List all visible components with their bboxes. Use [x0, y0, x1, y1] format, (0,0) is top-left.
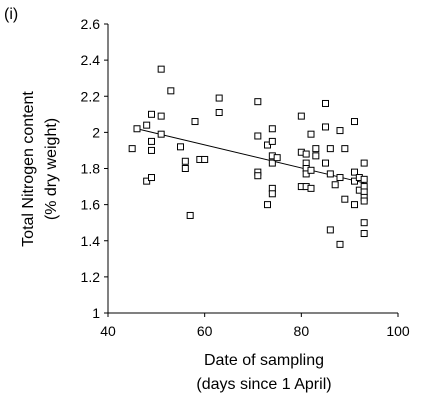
data-point [360, 175, 368, 183]
data-point [351, 118, 358, 126]
data-point [322, 99, 329, 107]
y-tick-label: 1.6 [81, 197, 101, 213]
data-point [268, 190, 276, 198]
data-point [360, 159, 368, 167]
data-point [167, 87, 175, 95]
x-axis-ticks: 40 60 80 100 [100, 313, 410, 339]
data-point [336, 240, 344, 248]
data-point [177, 143, 184, 151]
data-point [351, 177, 358, 185]
data-point [312, 145, 320, 153]
x-axis-title: Date of sampling [204, 352, 324, 369]
data-point [254, 98, 262, 106]
data-point [307, 130, 315, 138]
data-point [268, 159, 276, 167]
data-point [331, 181, 339, 189]
data-point [326, 145, 334, 153]
plot-area: 1 1.2 1.4 1.6 1.8 2 2.2 2.4 2.6 40 60 80 100 [81, 16, 410, 339]
data-point [215, 109, 223, 117]
data-point [191, 118, 199, 126]
x-tick-label: 40 [100, 323, 116, 339]
data-point [297, 112, 305, 120]
data-point [215, 94, 223, 102]
data-point [143, 177, 151, 185]
data-point [322, 123, 329, 131]
data-point [186, 211, 194, 219]
data-point [307, 166, 315, 174]
data-point [312, 152, 320, 160]
data-point [148, 174, 155, 182]
panel-label: (i) [4, 6, 18, 23]
data-point [148, 110, 155, 118]
y-axis-title-line2: (% dry weight) [43, 118, 60, 220]
y-tick-label: 2 [92, 124, 100, 140]
data-point [336, 127, 344, 135]
data-point [157, 112, 165, 120]
data-point [326, 170, 334, 178]
data-point [268, 137, 276, 145]
data-point [360, 197, 368, 205]
y-tick-label: 2.6 [81, 16, 101, 32]
data-point [254, 132, 262, 140]
data-point [264, 201, 271, 209]
data-point [360, 219, 368, 227]
data-point [201, 155, 209, 163]
data-point [254, 172, 262, 180]
y-tick-label: 1 [92, 305, 100, 321]
data-point [268, 125, 276, 133]
data-point [351, 201, 358, 209]
y-axis-ticks: 1 1.2 1.4 1.6 1.8 2 2.2 2.4 2.6 [81, 16, 108, 321]
data-point [341, 195, 349, 203]
x-tick-label: 60 [197, 323, 213, 339]
data-point [351, 168, 358, 176]
data-point [181, 165, 189, 172]
data-point [128, 145, 136, 153]
trendline [136, 128, 365, 184]
data-point [273, 154, 281, 162]
data-points [128, 65, 368, 248]
data-point [133, 125, 141, 133]
data-point [322, 159, 329, 167]
data-point [360, 230, 368, 238]
data-point [341, 145, 349, 153]
data-point [181, 157, 189, 165]
data-point [157, 65, 165, 73]
y-axis-title: Total Nitrogen content [20, 91, 37, 247]
data-point [148, 137, 155, 145]
data-point [302, 150, 310, 158]
data-point [148, 146, 155, 154]
data-point [336, 174, 344, 182]
data-point [302, 170, 310, 178]
x-tick-label: 80 [294, 323, 310, 339]
data-point [143, 121, 151, 129]
y-tick-label: 2.4 [81, 52, 101, 68]
y-tick-label: 1.8 [81, 161, 101, 177]
x-axis-title-line2: (days since 1 April) [196, 376, 331, 393]
data-point [307, 184, 315, 192]
y-tick-label: 2.2 [81, 88, 101, 104]
y-tick-label: 1.4 [81, 233, 101, 249]
data-point [264, 141, 271, 149]
x-tick-label: 100 [386, 323, 410, 339]
y-tick-label: 1.2 [81, 269, 101, 285]
data-point [157, 130, 165, 138]
data-point [326, 226, 334, 234]
